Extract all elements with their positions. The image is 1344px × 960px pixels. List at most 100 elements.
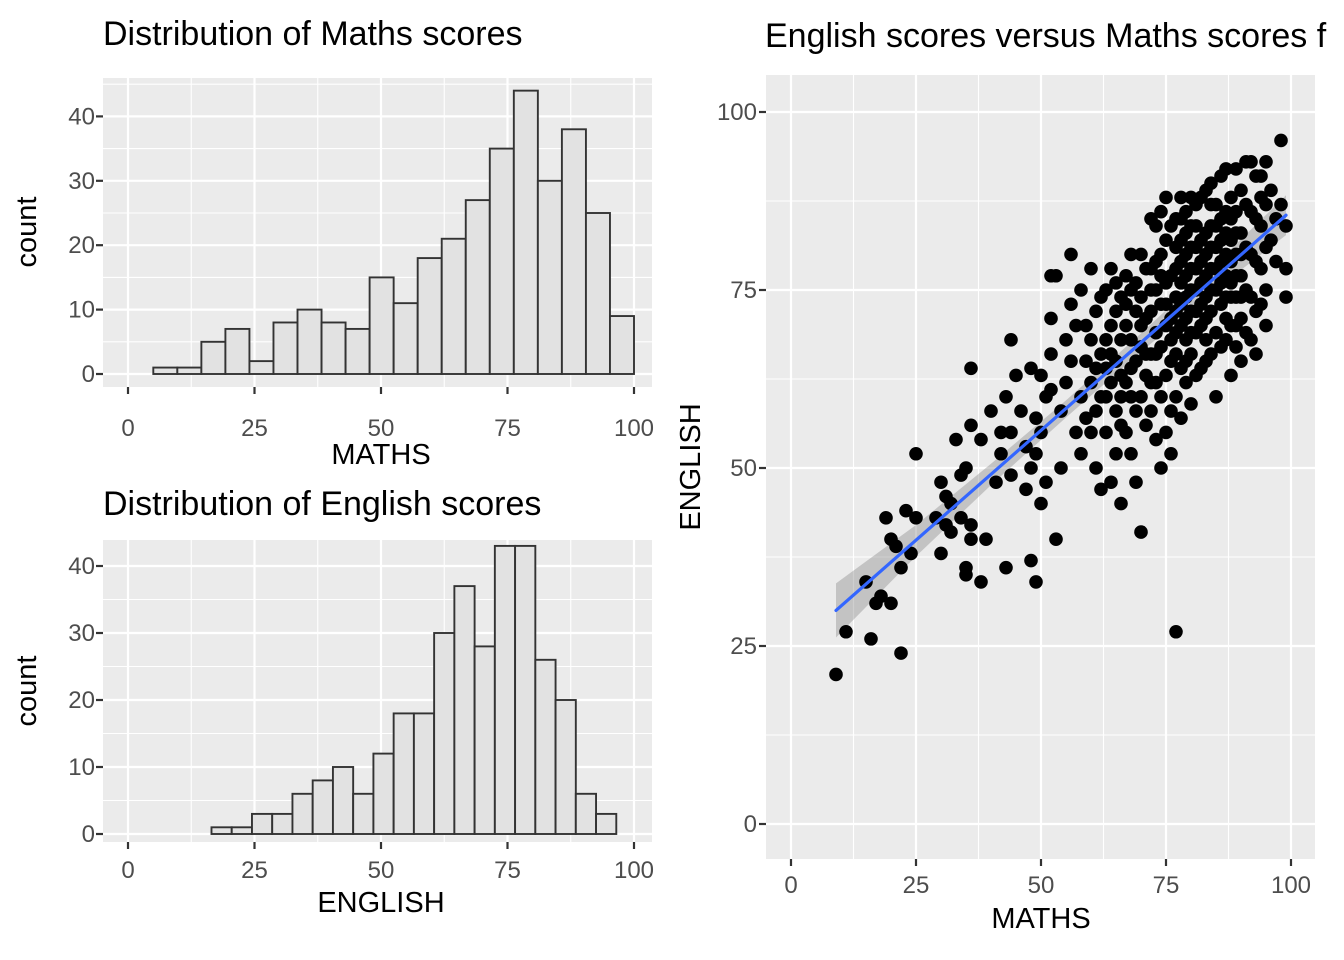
scatter-point <box>1059 375 1073 390</box>
scatter-point <box>1164 404 1178 418</box>
scatter-point <box>1219 162 1233 176</box>
scatter-point <box>1124 390 1138 404</box>
x-tick-label: 0 <box>784 872 797 899</box>
scatter-point <box>1259 197 1273 212</box>
scatter-point <box>899 503 913 518</box>
y-tick-label: 25 <box>730 633 757 660</box>
scatter-point <box>1079 411 1093 425</box>
scatter-point <box>1079 318 1093 333</box>
scatter-point <box>1199 333 1213 347</box>
x-tick-label: 0 <box>121 415 134 442</box>
scatter-point <box>1009 368 1023 383</box>
scatter-point <box>1154 247 1168 262</box>
scatter-point <box>1124 446 1138 461</box>
scatter-point <box>839 624 853 639</box>
scatter-point <box>829 667 843 682</box>
histogram-bar <box>200 340 227 375</box>
scatter-point <box>1044 382 1058 397</box>
y-tick-label: 75 <box>730 277 757 304</box>
scatter-point <box>1219 333 1233 347</box>
scatter-point <box>1089 361 1103 376</box>
histogram-bar <box>248 360 275 375</box>
scatter-point <box>1129 404 1143 418</box>
x-tick-label: 25 <box>241 857 268 884</box>
scatter-point <box>1244 333 1258 347</box>
scatter-point <box>1149 432 1163 447</box>
scatter-point <box>1144 404 1158 418</box>
histogram-bar <box>372 752 395 835</box>
x-tick-label: 100 <box>614 857 654 884</box>
scatter-point <box>954 511 968 525</box>
scatter-point <box>1184 397 1198 411</box>
axis-title-y: ENGLISH <box>675 403 707 530</box>
scatter-point <box>1104 475 1118 490</box>
x-tick-label: 25 <box>241 415 268 442</box>
histogram-bar <box>176 366 203 375</box>
scatter-point <box>1274 133 1288 148</box>
scatter-point <box>1089 304 1103 319</box>
histogram-bar <box>584 212 611 375</box>
scatter-point <box>1074 283 1088 297</box>
scatter-point <box>959 461 973 475</box>
histogram-bar <box>560 128 587 375</box>
axes: 0 25 50 75 100 0 25 50 75 100 <box>717 99 1311 899</box>
histogram-bar <box>534 658 557 835</box>
scatter-point <box>1259 318 1273 333</box>
histogram-bar <box>416 257 443 375</box>
histogram-bar <box>344 327 371 375</box>
x-tick-label: 75 <box>494 415 521 442</box>
maths-histogram-svg: 0 25 50 75 100 0 10 20 30 40 MATHS count Distributio… <box>11 15 654 470</box>
scatter-point <box>1164 446 1178 461</box>
scatter-point <box>1104 375 1118 390</box>
scatter-point <box>1114 390 1128 404</box>
scatter-point <box>1109 404 1123 418</box>
scatter-point <box>1024 461 1038 475</box>
scatter-point <box>1069 425 1083 440</box>
scatter-point <box>1124 247 1138 262</box>
scatter-point <box>1209 197 1223 212</box>
scatter-point <box>1229 204 1243 219</box>
scatter-point <box>1129 276 1143 290</box>
y-tick-label: 30 <box>68 620 95 647</box>
scatter-point <box>1159 368 1173 383</box>
scatter-point <box>1234 183 1248 198</box>
scatter-point <box>1244 155 1258 169</box>
scatter-point <box>1159 190 1173 205</box>
scatter-point <box>1179 204 1193 219</box>
scatter-point <box>1089 404 1103 418</box>
scatter-point <box>964 518 978 532</box>
scatter-point <box>949 432 963 447</box>
scatter-point <box>1149 325 1163 340</box>
scatter-point <box>1084 425 1098 440</box>
scatter-point <box>1139 418 1153 433</box>
histogram-bar <box>368 276 395 375</box>
scatter-point <box>1019 439 1033 454</box>
scatter-point <box>1269 254 1283 269</box>
histogram-bar <box>230 826 253 835</box>
axes: 0 25 50 75 100 0 10 20 30 40 <box>68 103 654 442</box>
scatter-point <box>1179 375 1193 390</box>
scatter-point <box>1279 290 1293 304</box>
scatter-point <box>1229 162 1243 176</box>
scatter-point <box>1109 304 1123 319</box>
scatter-point <box>1044 311 1058 326</box>
scatter-point <box>1134 247 1148 262</box>
scatter-point <box>1024 553 1038 568</box>
scatter-point <box>1104 261 1118 276</box>
histogram-bar <box>440 237 467 375</box>
scatter-point <box>1134 390 1148 404</box>
axis-title-x: MATHS <box>991 903 1090 935</box>
histogram-bar <box>493 544 517 835</box>
histogram-bar <box>291 792 314 835</box>
scatter-point <box>894 560 908 575</box>
x-tick-label: 100 <box>614 415 654 442</box>
scatter-point <box>1099 333 1113 347</box>
scatter-point <box>1129 475 1143 490</box>
histogram-bar <box>412 712 436 835</box>
histogram-bar <box>296 308 323 375</box>
histogram-bar <box>595 812 618 835</box>
histogram-bar <box>311 779 334 835</box>
histogram-bar <box>352 792 375 835</box>
regression-line <box>834 213 1288 613</box>
histogram-bar <box>464 199 491 375</box>
